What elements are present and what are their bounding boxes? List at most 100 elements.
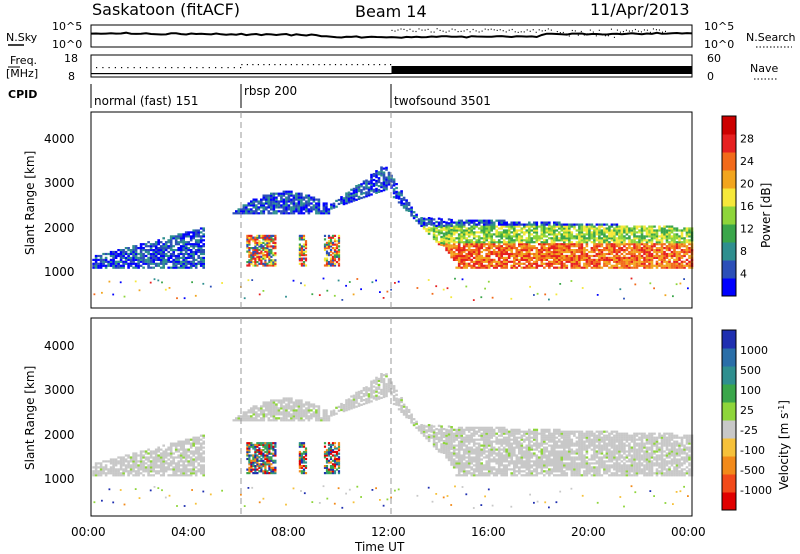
search-noise-dot [451,28,453,30]
power-cell [688,266,691,269]
power-cell [184,264,188,267]
power-cell [104,256,108,259]
power-cell [565,249,569,252]
power-noise-dot [176,297,178,300]
velocity-cell [172,452,175,455]
power-cell [142,252,145,256]
power-noise-dot [461,278,464,281]
power-cell [475,260,478,263]
velocity-cell [460,446,463,449]
power-patch-cell [337,236,341,239]
power-cell [104,258,108,261]
power-cell [492,241,496,244]
power-cell [555,235,559,238]
power-cell [127,254,130,258]
power-cell [172,254,175,258]
power-cell [117,249,120,252]
power-cell [169,266,173,269]
power-cell [518,233,521,236]
power-cell [650,231,654,234]
velocity-cell [317,413,321,416]
power-patch-cell [248,240,251,243]
velocity-cell [447,447,451,450]
power-cell [450,246,453,249]
power-cell [500,252,503,256]
power-cell [615,254,619,258]
power-noise-dot [258,293,261,296]
power-cell [507,223,511,226]
power-cell [688,249,691,252]
power-cell [144,249,148,252]
velocity-cell [365,386,368,389]
power-cell [505,237,508,240]
power-cell [154,254,158,258]
power-cell [598,231,601,234]
power-cell [267,210,271,213]
velocity-cell [347,402,351,405]
velocity-cell [250,419,253,422]
power-cell [174,260,178,263]
power-patch-cell [329,243,333,246]
velocity-cell [440,437,443,440]
velocity-cell [442,441,446,445]
velocity-cell [149,452,153,455]
power-cell [648,256,651,259]
power-cell [613,256,616,259]
power-cell [455,223,458,226]
velocity-cell [139,450,143,453]
velocity-cell [137,468,140,471]
power-cell [590,225,594,228]
velocity-cell [450,461,453,464]
search-noise-dot [529,30,531,32]
power-cell [675,229,679,232]
power-cell [648,239,651,242]
power-cell [518,264,521,267]
power-cell [578,239,581,242]
power-cell [137,252,140,256]
power-cell [277,204,281,207]
power-cell [683,241,686,244]
power-cell [252,202,256,205]
velocity-cell [457,456,461,459]
velocity-cell [129,468,133,471]
power-cell [560,225,564,228]
power-cell [543,252,546,256]
power-cell [680,245,684,248]
power-cell [585,245,589,248]
power-cell [450,240,453,243]
velocity-cell [422,434,426,437]
power-cell [595,254,599,258]
freq-tick-top: 18 [64,52,78,65]
power-cell [407,201,411,205]
power-cell [588,262,591,265]
power-cell [620,258,624,261]
velocity-cell [177,460,180,463]
power-cell [688,256,691,259]
power-patch-cell [262,241,265,244]
power-cell [297,210,301,213]
power-patch-cell [274,245,277,248]
power-cell [370,173,373,176]
search-noise-dot [640,31,642,33]
velocity-cell [124,464,128,467]
power-cell [688,254,691,258]
search-noise-dot [427,28,429,30]
power-cell [525,258,529,261]
power-cell [372,182,376,185]
power-cell [670,237,674,240]
power-cell [520,243,524,246]
power-cell [177,258,180,261]
power-cell [643,252,646,256]
power-cell [680,260,684,263]
power-cell [199,237,203,240]
power-cell [174,237,178,240]
velocity-cell [467,470,471,473]
power-cell [640,247,644,250]
velocity-cell [272,401,276,404]
power-cell [455,229,458,232]
velocity-cell [139,458,143,461]
power-cell [382,185,386,188]
power-patch-cell [300,236,303,239]
power-cell [485,227,488,230]
power-cell [260,200,263,203]
